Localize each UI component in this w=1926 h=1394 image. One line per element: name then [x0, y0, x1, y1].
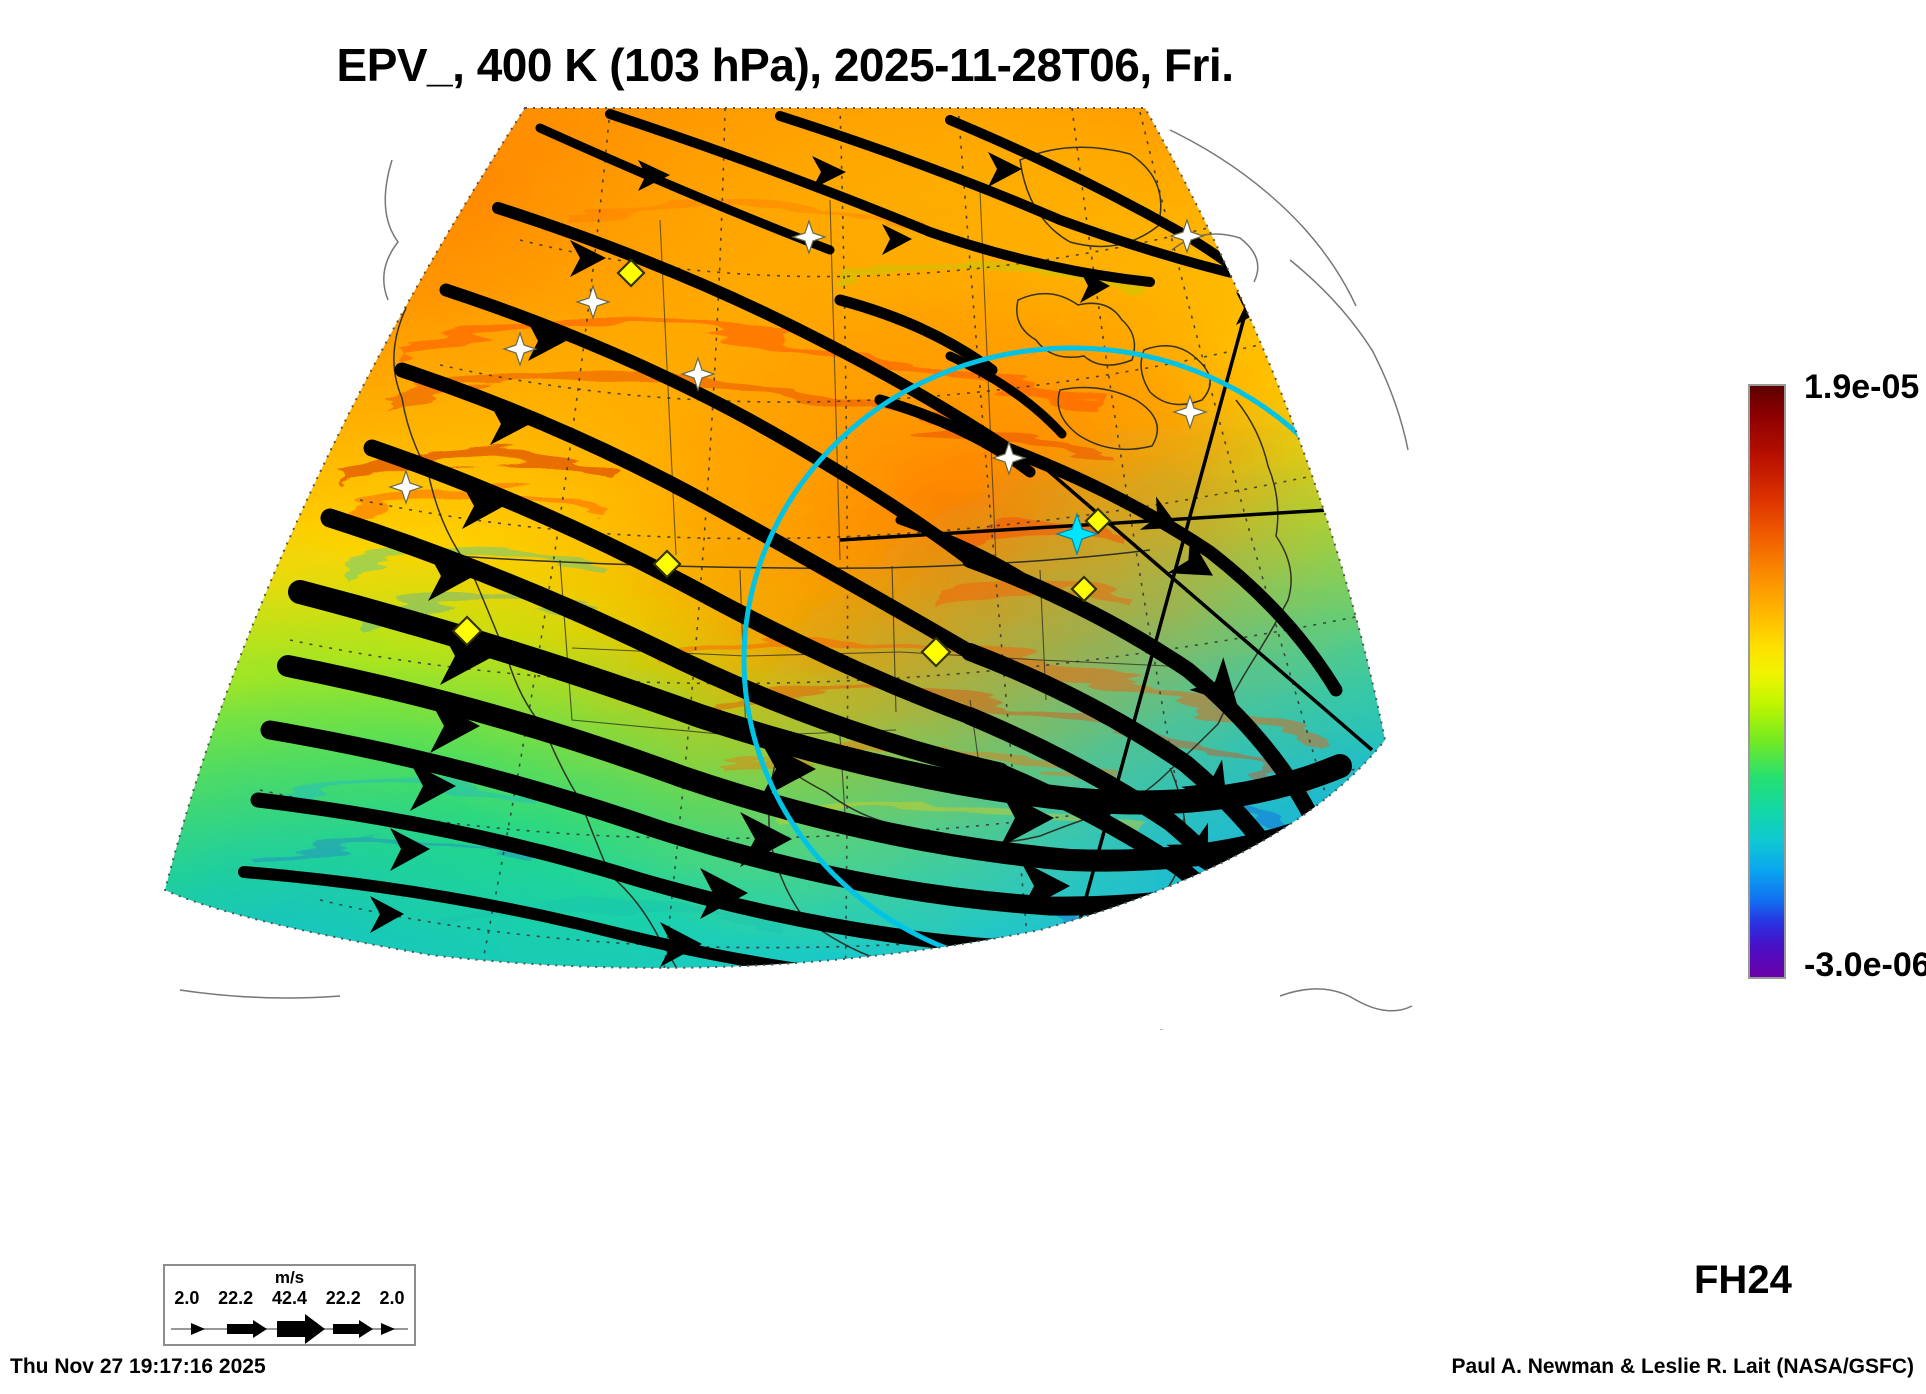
- wind-scale-unit: m/s: [274, 1268, 305, 1287]
- wind-tick-0: 2.0: [174, 1288, 200, 1308]
- epv-scalar-field: [165, 108, 1385, 968]
- wind-scale-ticks: 2.0 22.2 42.4 22.2 2.0: [165, 1288, 414, 1309]
- streamline-arrowheads: [370, 152, 1266, 967]
- active-station-marker: [1055, 512, 1099, 556]
- colorbar-min-label: -3.0e-06: [1804, 946, 1926, 984]
- colorbar: 1.9e-05 -3.0e-06: [1748, 368, 1926, 994]
- map-plot-area: [140, 100, 1430, 1030]
- offdomain-coastlines: [179, 129, 1413, 1030]
- forecast-hour-label: FH24: [1694, 1258, 1792, 1302]
- cyan-range-circle: [741, 345, 1385, 968]
- page-title: EPV_, 400 K (103 hPa), 2025-11-28T06, Fr…: [336, 39, 1234, 91]
- wind-scale-legend: m/s 2.0 22.2 42.4 22.2 2.0: [163, 1264, 416, 1346]
- colorbar-gradient: [1748, 384, 1786, 979]
- wind-tick-4: 2.0: [379, 1288, 405, 1308]
- colorbar-max-label: 1.9e-05: [1804, 368, 1920, 406]
- wind-tick-3: 22.2: [325, 1288, 361, 1308]
- diamond-marker: [451, 258, 1112, 668]
- wind-tick-1: 22.2: [218, 1288, 254, 1308]
- attribution-credit: Paul A. Newman & Leslie R. Lait (NASA/GS…: [1451, 1355, 1914, 1378]
- star-marker: [388, 218, 1208, 505]
- graticule: [259, 108, 1385, 968]
- render-timestamp: Thu Nov 27 19:17:16 2025: [10, 1355, 266, 1378]
- wind-tick-2: 42.4: [271, 1288, 307, 1308]
- wind-scale-arrow-glyphs: [171, 1314, 408, 1344]
- station-markers: [388, 218, 1208, 668]
- map-svg: [163, 107, 1413, 1030]
